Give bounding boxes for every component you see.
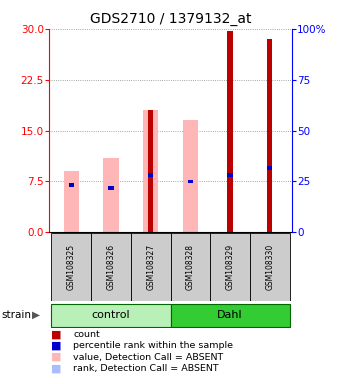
Bar	[51, 233, 91, 301]
Bar	[267, 166, 272, 170]
Text: control: control	[92, 310, 130, 320]
Bar	[188, 180, 193, 183]
Text: GSM108329: GSM108329	[225, 244, 235, 290]
Text: GSM108326: GSM108326	[106, 244, 116, 290]
Bar	[91, 233, 131, 301]
Text: Dahl: Dahl	[217, 310, 243, 320]
Bar	[210, 233, 250, 301]
Bar	[108, 186, 114, 190]
Bar	[143, 110, 158, 232]
Text: ■: ■	[51, 341, 62, 351]
Text: GSM108328: GSM108328	[186, 244, 195, 290]
Text: rank, Detection Call = ABSENT: rank, Detection Call = ABSENT	[73, 364, 219, 373]
Text: GSM108327: GSM108327	[146, 244, 155, 290]
Text: ■: ■	[51, 330, 62, 340]
Bar	[69, 183, 74, 187]
Bar	[131, 233, 170, 301]
Bar	[188, 180, 193, 183]
Bar	[69, 183, 74, 187]
Bar	[227, 31, 233, 232]
Bar	[170, 303, 290, 327]
Bar	[183, 120, 198, 232]
Bar	[108, 186, 114, 190]
Text: GSM108330: GSM108330	[265, 244, 274, 290]
Text: value, Detection Call = ABSENT: value, Detection Call = ABSENT	[73, 353, 224, 362]
Text: percentile rank within the sample: percentile rank within the sample	[73, 341, 233, 351]
Title: GDS2710 / 1379132_at: GDS2710 / 1379132_at	[90, 12, 251, 26]
Bar	[51, 303, 170, 327]
Text: ■: ■	[51, 363, 62, 373]
Text: strain: strain	[2, 310, 32, 320]
Bar	[64, 171, 79, 232]
Bar	[148, 173, 153, 177]
Bar	[103, 158, 119, 232]
Text: GSM108325: GSM108325	[67, 244, 76, 290]
Text: count: count	[73, 330, 100, 339]
Text: ▶: ▶	[32, 310, 40, 320]
Bar	[267, 39, 272, 232]
Bar	[148, 110, 153, 232]
Bar	[250, 233, 290, 301]
Bar	[227, 173, 233, 177]
Bar	[170, 233, 210, 301]
Text: ■: ■	[51, 352, 62, 362]
